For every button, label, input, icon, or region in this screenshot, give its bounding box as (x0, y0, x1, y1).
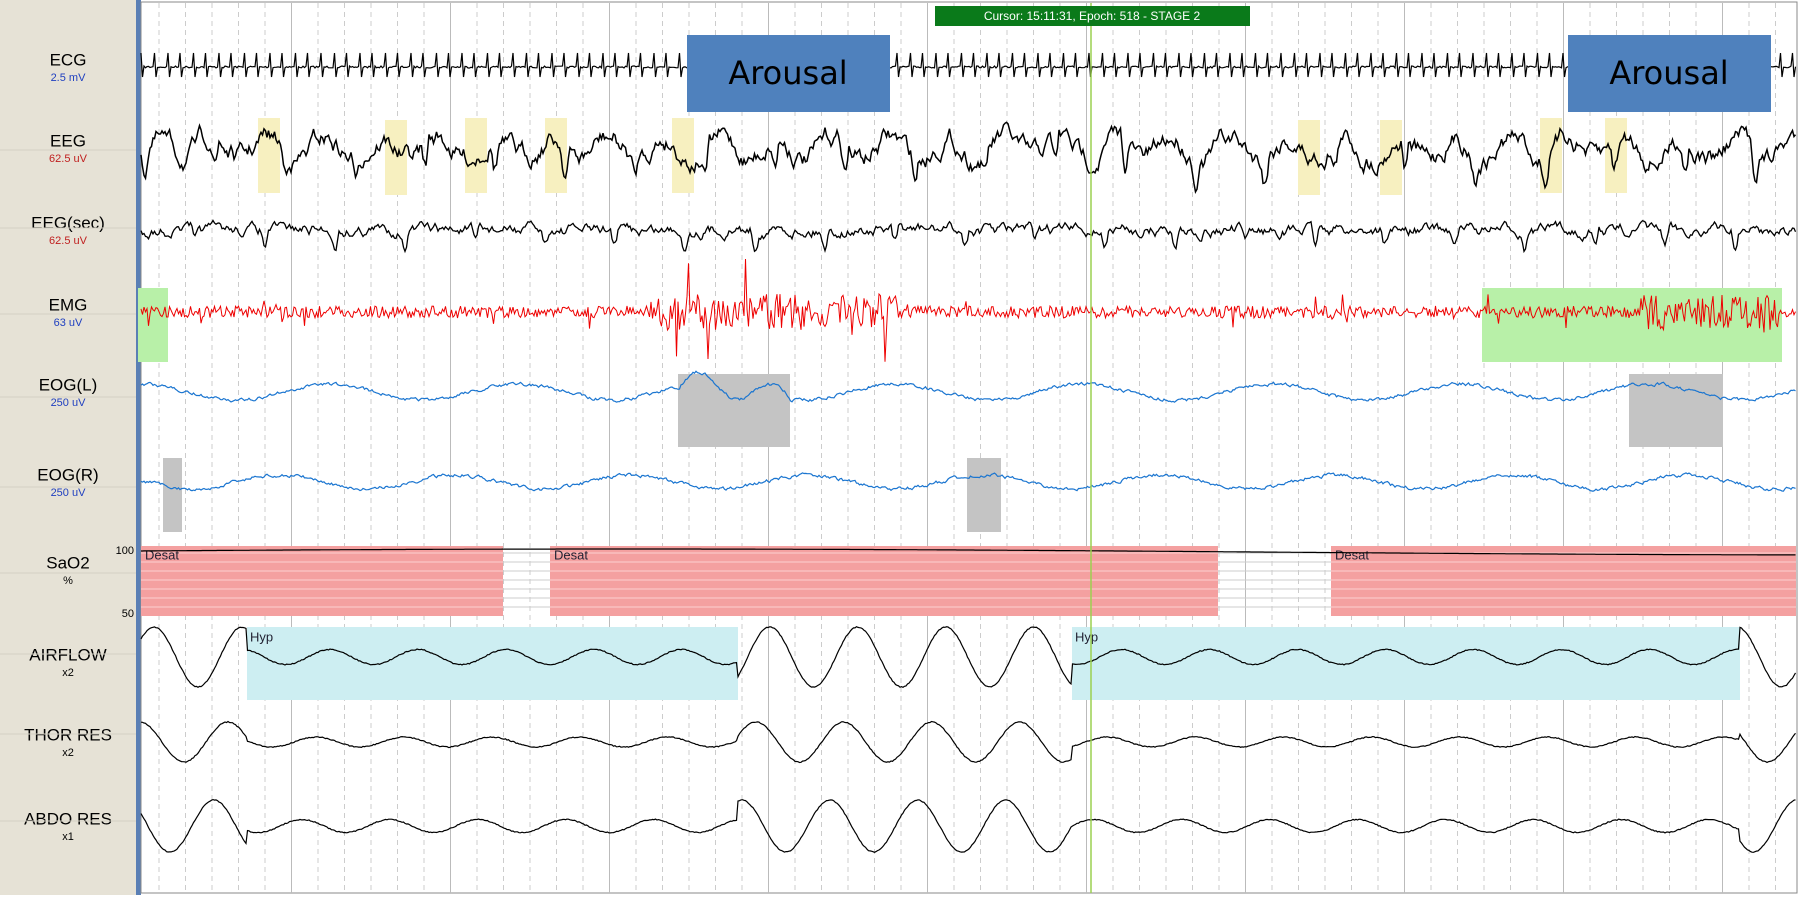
hyp-band (1072, 627, 1740, 700)
hyp-band (247, 627, 738, 700)
emg-trace (140, 258, 1796, 362)
desat-band (550, 546, 1218, 616)
eeg-highlight (385, 120, 407, 195)
eeg-highlight (1605, 118, 1627, 193)
channel-label: ABDO RES (24, 809, 112, 828)
sao2-trace (141, 548, 1796, 556)
arousal-label: Arousal (728, 54, 847, 92)
channel-scale: 2.5 mV (51, 72, 87, 84)
ecg-trace (140, 52, 1797, 78)
eog-highlight (678, 374, 790, 447)
cursor-label: Cursor: 15:11:31, Epoch: 518 - STAGE 2 (984, 9, 1201, 23)
channel-label: EEG (50, 131, 86, 150)
channel-scale: 62.5 uV (49, 153, 88, 165)
eeg-highlight (465, 118, 487, 193)
sao2-max: 100 (116, 545, 134, 557)
channel-panel (0, 0, 136, 895)
channel-scale: % (63, 575, 73, 587)
desat-band (1331, 546, 1796, 616)
airflow-trace (140, 625, 1797, 688)
emg-highlight (1482, 288, 1782, 362)
cursor-box (935, 6, 1250, 26)
channel-label: EMG (49, 295, 88, 314)
channel-label: THOR RES (24, 725, 112, 744)
eeg2-trace (140, 219, 1797, 254)
channel-scale: 62.5 uV (49, 235, 88, 247)
hyp-label: Hyp (1075, 629, 1098, 644)
channel-scale: x2 (62, 747, 74, 759)
channel-label: EOG(R) (37, 465, 98, 484)
desat-band (141, 546, 503, 616)
channel-label: SaO2 (46, 553, 89, 572)
channel-label: EOG(L) (39, 375, 98, 394)
channel-label: ECG (50, 50, 87, 69)
arousal-label: Arousal (1609, 54, 1728, 92)
channel-label: AIRFLOW (29, 645, 106, 664)
hyp-label: Hyp (250, 629, 273, 644)
desat-label: Desat (554, 547, 588, 562)
channel-scale: 250 uV (51, 487, 87, 499)
channel-label: EEG(sec) (31, 213, 105, 232)
eeg-highlight (1298, 120, 1320, 195)
channel-scale: 63 uV (54, 317, 83, 329)
eog-highlight (967, 458, 1001, 532)
eogl-trace (140, 370, 1796, 403)
desat-label: Desat (1335, 547, 1369, 562)
channel-scale: 250 uV (51, 397, 87, 409)
eogr-trace (140, 472, 1796, 492)
eeg-trace (140, 121, 1797, 194)
desat-label: Desat (145, 547, 179, 562)
eeg-highlight (258, 118, 280, 193)
channel-scale: x2 (62, 667, 74, 679)
eog-highlight (1629, 374, 1723, 447)
arousal-box (687, 35, 890, 112)
arousal-box (1568, 35, 1771, 112)
channel-scale: x1 (62, 831, 74, 843)
eeg-highlight (545, 118, 567, 193)
sao2-min: 50 (122, 608, 134, 620)
emg-highlight (138, 288, 168, 362)
thor-trace (140, 720, 1796, 764)
panel-divider (136, 0, 141, 895)
eeg-highlight (672, 118, 694, 193)
eeg-highlight (1380, 120, 1402, 195)
abdo-trace (140, 798, 1796, 853)
eog-highlight (163, 458, 182, 532)
